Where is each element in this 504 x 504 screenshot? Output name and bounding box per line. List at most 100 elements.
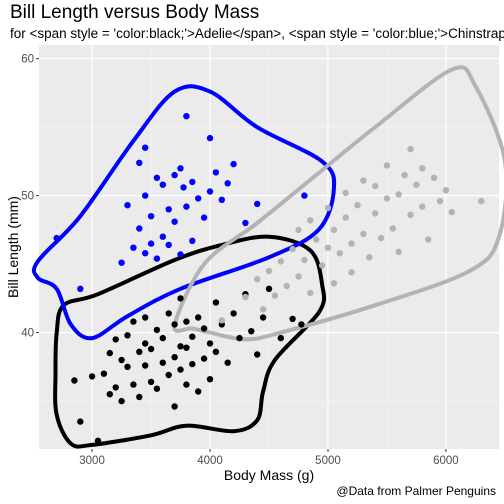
data-point-series-0 [171, 403, 178, 410]
data-point-series-0 [265, 285, 273, 292]
data-point-series-1 [230, 160, 237, 168]
data-point-series-1 [165, 241, 172, 249]
data-point-series-2 [413, 181, 420, 188]
data-point-series-0 [200, 325, 208, 332]
data-point-series-1 [147, 213, 155, 220]
group-hull-0 [53, 234, 327, 449]
x-axis-title: Body Mass (g) [224, 467, 314, 483]
data-point-series-0 [106, 349, 114, 357]
data-point-series-2 [330, 226, 338, 234]
chart-caption: @Data from Palmer Penguins [336, 484, 496, 498]
data-point-series-2 [419, 165, 426, 172]
data-point-series-2 [218, 317, 225, 324]
data-point-series-0 [106, 391, 114, 398]
data-point-series-2 [430, 174, 438, 181]
data-point-series-0 [147, 378, 155, 386]
data-point-series-0 [212, 348, 220, 355]
data-point-series-1 [53, 234, 60, 242]
data-point-series-0 [142, 362, 149, 369]
data-point-series-1 [177, 165, 184, 172]
data-point-series-2 [318, 262, 326, 269]
data-point-series-0 [183, 344, 190, 351]
data-point-series-1 [180, 184, 187, 191]
data-point-series-0 [136, 348, 143, 355]
data-point-series-0 [112, 384, 119, 391]
data-point-series-1 [159, 233, 166, 240]
data-point-series-2 [342, 214, 349, 221]
data-point-series-0 [254, 351, 261, 358]
data-point-series-0 [100, 370, 108, 377]
data-point-series-2 [377, 234, 385, 242]
data-point-series-0 [165, 310, 172, 317]
data-point-series-0 [165, 371, 172, 379]
data-point-series-1 [189, 237, 196, 244]
data-point-series-0 [77, 418, 84, 425]
data-point-series-1 [195, 195, 202, 202]
x-tick-label: 6000 [433, 455, 459, 467]
data-point-series-2 [401, 171, 408, 179]
data-point-series-0 [124, 332, 131, 339]
data-point-series-0 [259, 314, 267, 321]
data-point-series-2 [425, 236, 432, 243]
data-point-series-2 [478, 197, 485, 205]
data-point-series-2 [407, 145, 414, 153]
data-point-series-1 [142, 192, 149, 199]
data-point-series-1 [183, 113, 190, 120]
y-axis-title: Bill Length (mm) [5, 196, 21, 298]
data-point-series-2 [372, 210, 379, 217]
data-point-series-2 [395, 191, 402, 198]
data-point-series-1 [153, 174, 161, 181]
data-point-series-2 [366, 254, 373, 261]
data-point-series-0 [71, 377, 78, 384]
data-point-series-2 [383, 162, 391, 169]
data-point-series-2 [271, 292, 279, 299]
data-point-series-0 [88, 373, 96, 380]
data-point-series-2 [448, 208, 455, 216]
data-point-series-0 [142, 340, 149, 347]
data-point-series-2 [301, 256, 308, 264]
data-point-series-2 [307, 217, 314, 224]
data-point-series-0 [200, 355, 208, 362]
data-point-series-0 [206, 376, 214, 383]
data-point-series-1 [218, 196, 225, 203]
y-tick-label: 50 [21, 191, 34, 203]
data-point-series-2 [354, 202, 361, 209]
x-tick-label: 3000 [79, 455, 105, 467]
data-point-series-0 [277, 334, 284, 342]
data-point-series-2 [324, 204, 332, 212]
data-point-series-2 [254, 276, 261, 283]
data-point-series-0 [236, 334, 243, 342]
data-point-series-0 [298, 321, 305, 328]
data-point-series-0 [112, 336, 119, 343]
data-point-series-0 [147, 345, 155, 353]
data-point-series-0 [159, 334, 166, 342]
x-tick-label: 4000 [197, 455, 223, 467]
data-point-series-0 [118, 397, 125, 405]
data-point-series-1 [165, 206, 172, 213]
data-point-series-1 [153, 255, 161, 262]
data-point-series-1 [147, 240, 155, 247]
data-point-series-0 [177, 295, 184, 302]
data-point-series-0 [142, 314, 149, 321]
data-point-series-2 [348, 269, 355, 276]
data-point-series-1 [136, 159, 143, 166]
data-point-series-2 [295, 226, 302, 234]
data-point-series-2 [360, 230, 367, 238]
data-point-series-0 [224, 359, 231, 366]
data-point-series-0 [94, 437, 102, 444]
data-point-series-2 [313, 236, 320, 243]
data-point-series-1 [142, 144, 149, 151]
data-point-series-0 [124, 363, 131, 370]
data-point-series-2 [289, 245, 296, 253]
x-tick-label: 5000 [315, 455, 341, 467]
data-point-series-1 [136, 225, 143, 232]
data-point-series-0 [171, 321, 178, 328]
y-tick-label: 40 [21, 328, 34, 340]
data-point-series-0 [171, 354, 178, 361]
data-point-series-0 [153, 385, 161, 392]
data-point-series-0 [189, 333, 196, 340]
data-point-series-2 [259, 306, 267, 313]
data-point-series-1 [224, 180, 231, 187]
data-point-series-2 [295, 273, 302, 280]
data-point-series-2 [419, 203, 426, 210]
